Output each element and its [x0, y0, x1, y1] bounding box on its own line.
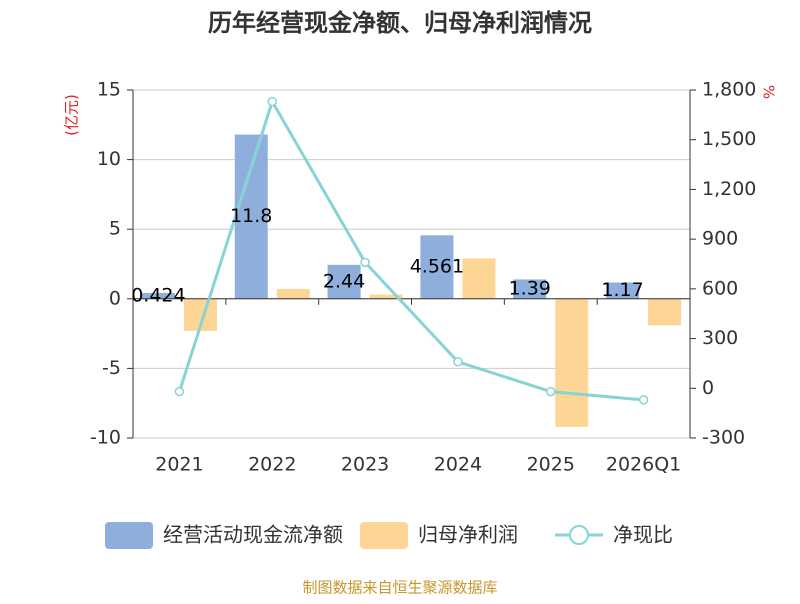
bar [327, 264, 361, 299]
y2-tick-label: 300 [702, 327, 738, 349]
y2-tick-label: 600 [702, 277, 738, 299]
legend-label: 归母净利润 [418, 523, 518, 547]
value-label: 11.8 [230, 205, 272, 227]
chart-title: 历年经营现金净额、归母净利润情况 [208, 9, 592, 37]
bar [513, 279, 547, 299]
y-tick-label: 10 [97, 148, 121, 170]
bar [276, 289, 310, 299]
legend-swatch [360, 522, 408, 549]
y2-tick-label: 1,500 [702, 128, 756, 150]
value-label: 1.39 [509, 278, 551, 300]
y-unit: (亿元) [63, 94, 81, 136]
line-point [638, 395, 649, 405]
legend-swatch [105, 522, 153, 549]
y2-tick-label: 1,800 [702, 79, 756, 101]
bar [648, 298, 682, 326]
bar [369, 294, 403, 299]
x-tick-label: 2023 [341, 454, 389, 476]
x-tick-label: 2025 [527, 454, 575, 476]
y-tick-label: 15 [97, 79, 121, 101]
legend-label: 净现比 [613, 523, 673, 547]
y-tick-label: 0 [109, 287, 121, 309]
bar [555, 298, 589, 427]
line-point [546, 386, 556, 397]
y-tick-label: 5 [109, 218, 121, 240]
x-tick-label: 2024 [434, 454, 482, 476]
x-tick-label: 2022 [248, 454, 296, 476]
y2-tick-label: -300 [702, 427, 745, 449]
source-note: 制图数据来自恒生聚源数据库 [302, 579, 497, 597]
legend-label: 经营活动现金流净额 [163, 523, 343, 547]
bar [462, 258, 496, 299]
bar [141, 292, 175, 299]
bar [420, 235, 454, 299]
line-point [453, 357, 463, 367]
line-point [174, 386, 185, 397]
y2-unit: % [760, 85, 778, 99]
line-point [360, 257, 370, 268]
value-label: 4.561 [410, 256, 464, 278]
y-tick-label: -5 [102, 357, 121, 379]
value-label: 1.17 [601, 279, 643, 301]
line-point [267, 96, 277, 107]
y2-tick-label: 900 [702, 228, 738, 250]
y-tick-label: -10 [90, 427, 121, 449]
x-tick-label: 2021 [155, 454, 203, 476]
line [177, 97, 644, 402]
x-tick-label: 2026Q1 [606, 454, 681, 476]
legend-swatch [569, 525, 589, 545]
y2-tick-label: 1,200 [702, 178, 756, 200]
bar [606, 282, 640, 299]
y2-tick-label: 0 [702, 377, 714, 399]
value-label: 0.424 [131, 284, 185, 306]
bar [234, 134, 268, 299]
value-label: 2.44 [323, 270, 365, 292]
